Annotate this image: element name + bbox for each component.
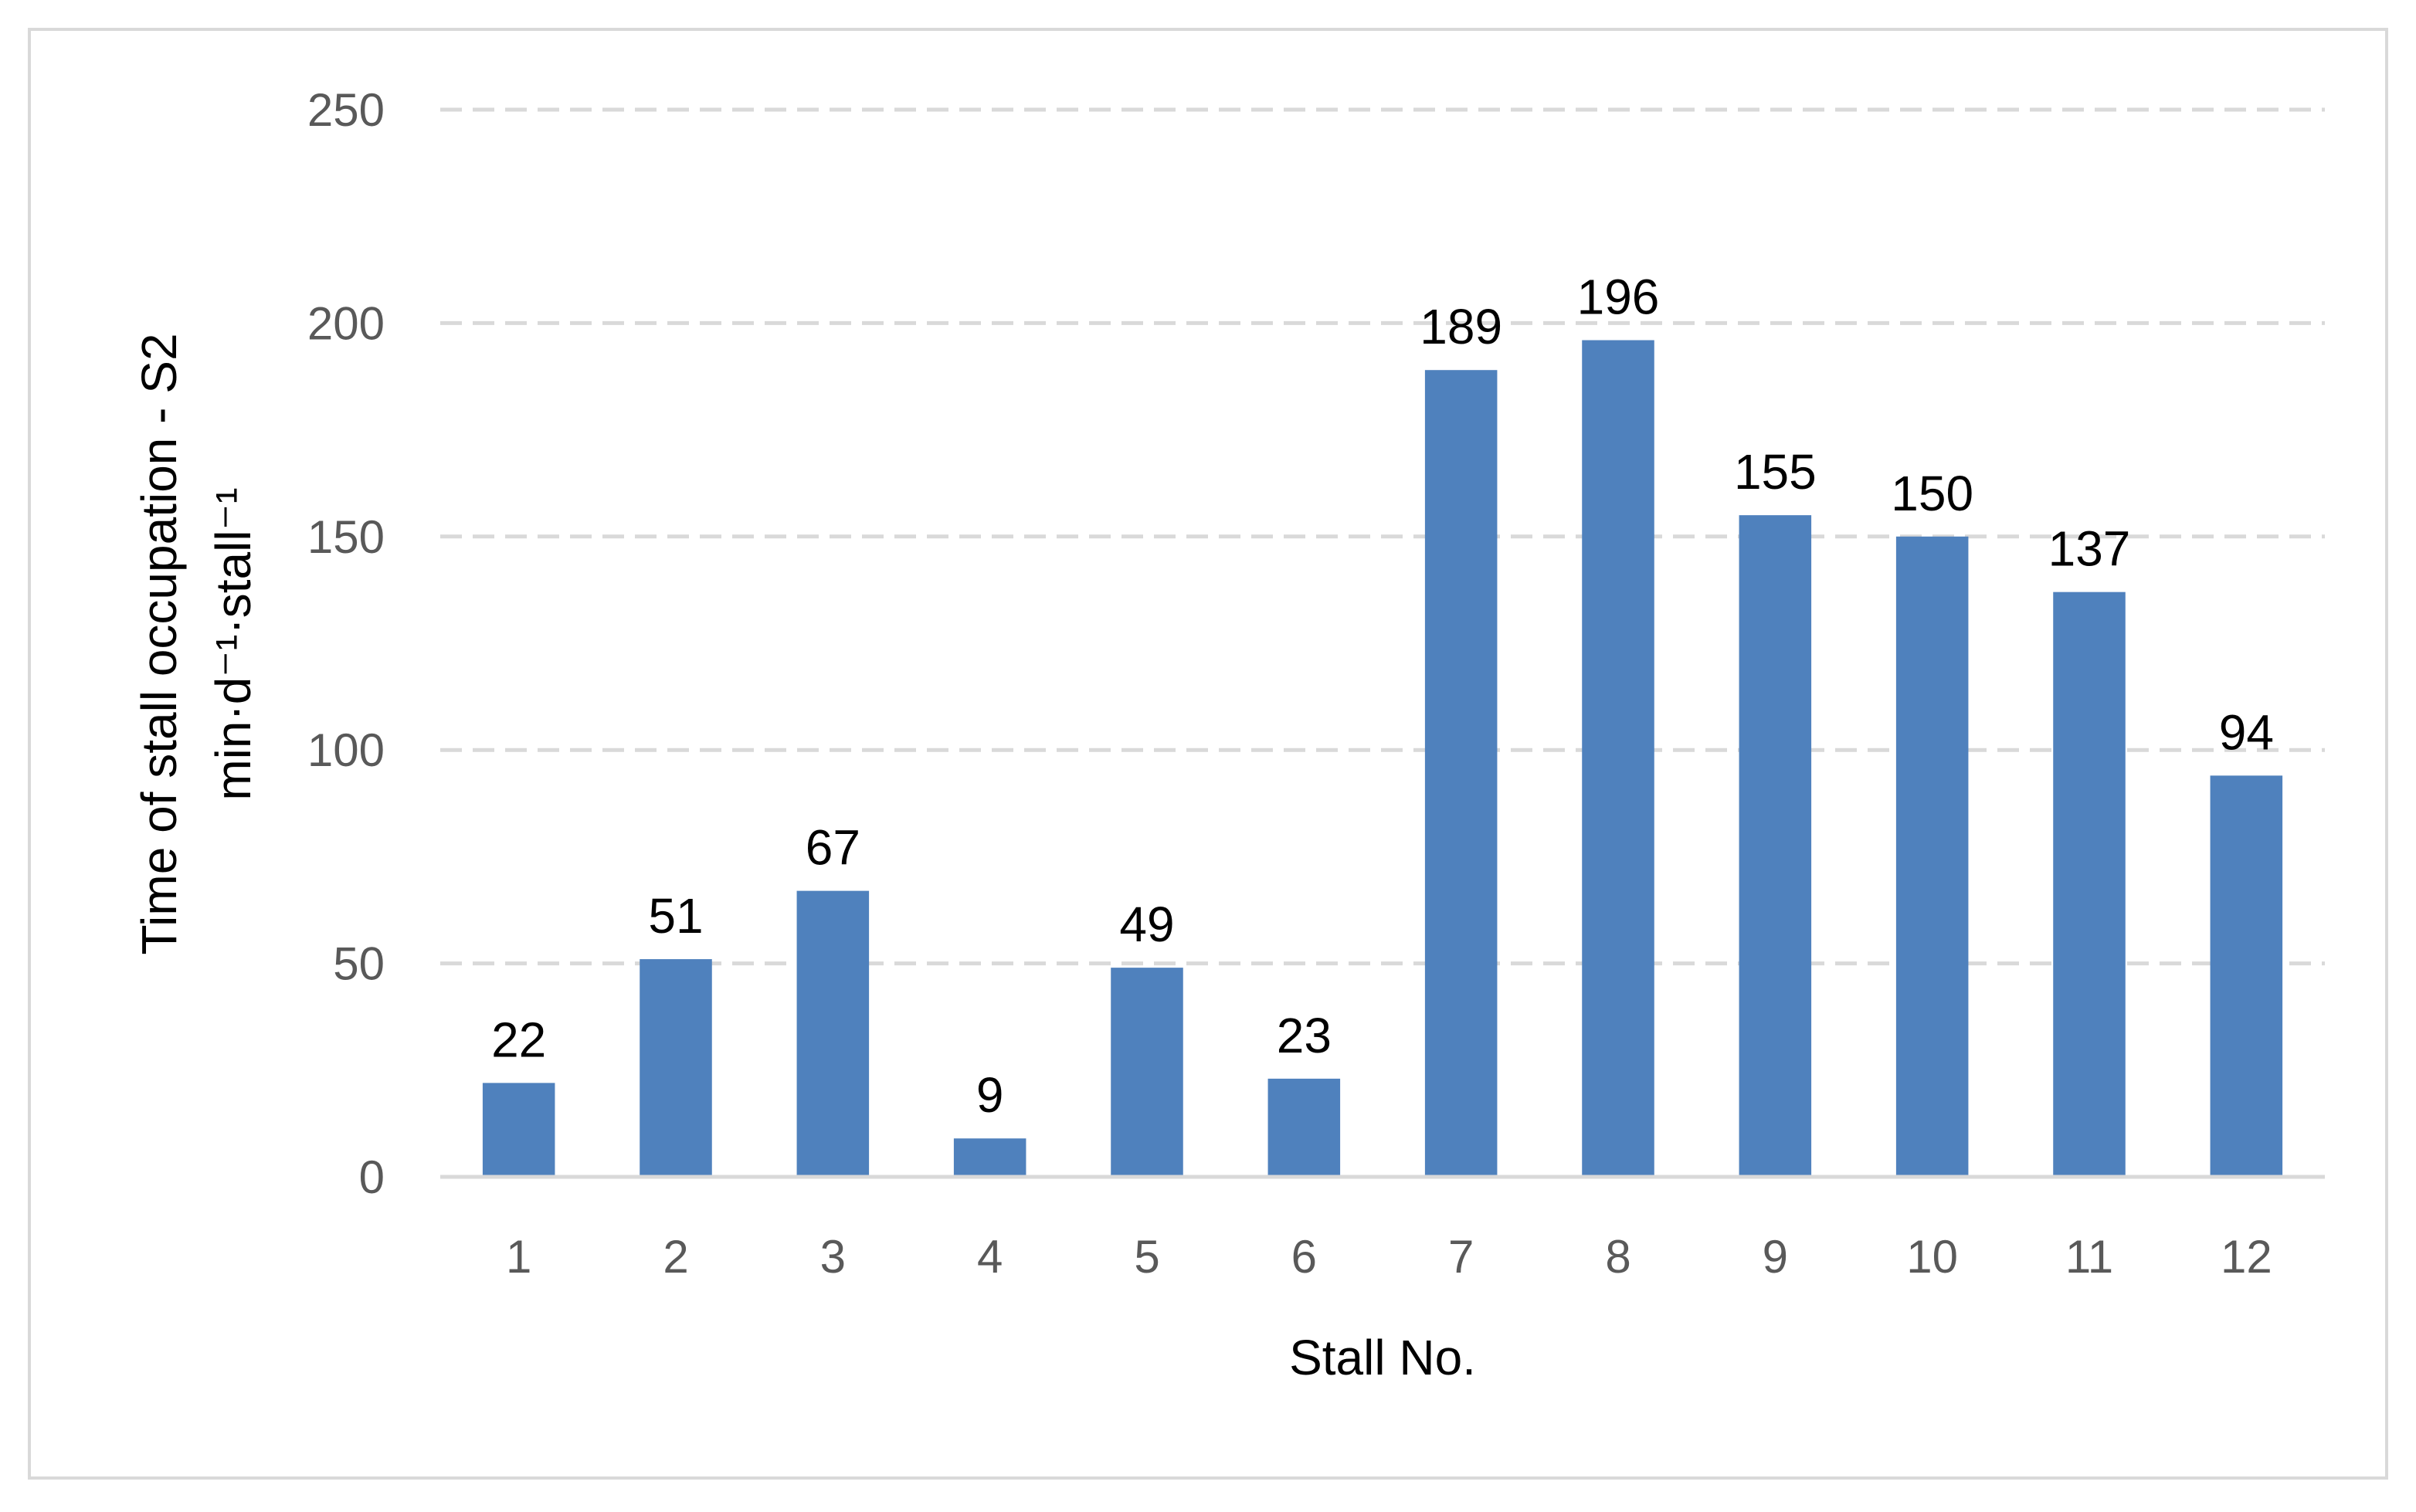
y-tick-50: 50 <box>333 938 385 990</box>
data-labels: 22 51 67 9 49 23 189 196 155 150 137 94 <box>491 270 2274 1124</box>
x-tick-3: 3 <box>820 1231 846 1283</box>
x-tick-6: 6 <box>1291 1231 1317 1283</box>
x-axis-title: Stall No. <box>1289 1330 1476 1385</box>
bar-3 <box>796 890 870 1177</box>
x-axis-ticks: 1 2 3 4 5 6 7 8 9 10 11 12 <box>506 1231 2272 1283</box>
data-label-9: 155 <box>1734 444 1817 500</box>
bar-1 <box>482 1083 555 1177</box>
y-axis-title-line1: Time of stall occupation - S2 <box>131 333 187 954</box>
bar-9 <box>1739 515 1812 1177</box>
x-tick-5: 5 <box>1134 1231 1159 1283</box>
x-tick-7: 7 <box>1448 1231 1474 1283</box>
y-tick-100: 100 <box>307 724 385 776</box>
data-label-10: 150 <box>1891 466 1973 521</box>
data-label-12: 94 <box>2219 704 2274 760</box>
x-tick-12: 12 <box>2221 1231 2272 1283</box>
y-tick-150: 150 <box>307 511 385 563</box>
x-tick-11: 11 <box>2065 1231 2113 1283</box>
bar-7 <box>1424 370 1498 1177</box>
bar-11 <box>2053 592 2126 1177</box>
bar-12 <box>2210 775 2283 1177</box>
y-tick-200: 200 <box>307 297 385 349</box>
y-tick-250: 250 <box>307 84 385 136</box>
data-label-7: 189 <box>1420 299 1502 354</box>
bar-5 <box>1111 968 1183 1177</box>
y-axis-ticks: 0 50 100 150 200 250 <box>307 84 385 1203</box>
x-tick-1: 1 <box>506 1231 531 1283</box>
x-tick-8: 8 <box>1605 1231 1630 1283</box>
x-tick-4: 4 <box>977 1231 1003 1283</box>
y-axis-title-line2: min·d⁻¹·stall⁻¹ <box>205 487 261 800</box>
data-label-2: 51 <box>648 888 703 944</box>
data-label-3: 67 <box>806 820 860 876</box>
bar-2 <box>640 959 712 1177</box>
x-tick-2: 2 <box>663 1231 688 1283</box>
data-label-5: 49 <box>1119 897 1174 952</box>
data-label-8: 196 <box>1577 270 1660 325</box>
data-label-6: 23 <box>1277 1008 1332 1063</box>
bar-10 <box>1895 536 1969 1177</box>
y-axis-title: Time of stall occupation - S2 min·d⁻¹·st… <box>131 333 261 954</box>
gridlines <box>440 107 2325 966</box>
bars <box>482 340 2283 1178</box>
x-tick-9: 9 <box>1763 1231 1788 1283</box>
bar-8 <box>1582 340 1654 1178</box>
data-label-11: 137 <box>2048 521 2131 577</box>
bar-4 <box>953 1138 1026 1177</box>
data-label-1: 22 <box>491 1012 546 1067</box>
y-tick-0: 0 <box>359 1151 385 1203</box>
chart-frame <box>28 28 2388 1480</box>
x-tick-10: 10 <box>1906 1231 1958 1283</box>
data-label-4: 9 <box>976 1067 1004 1123</box>
bar-6 <box>1267 1078 1341 1177</box>
